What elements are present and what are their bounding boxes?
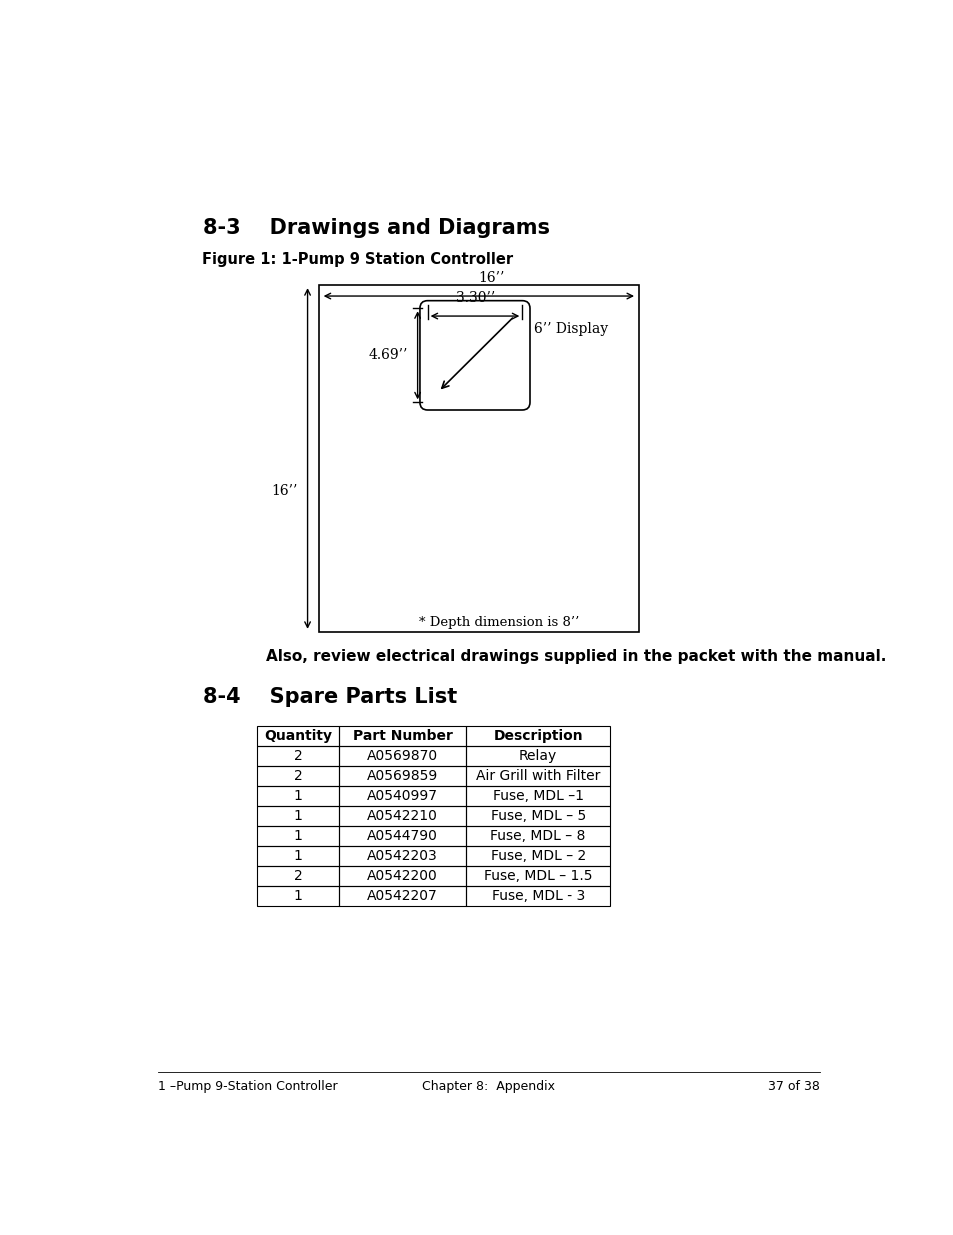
Text: A0542200: A0542200 xyxy=(367,869,437,883)
Bar xyxy=(338,746,466,766)
Bar xyxy=(338,846,466,866)
Bar xyxy=(338,805,466,826)
Bar xyxy=(466,885,609,906)
Text: 6’’ Display: 6’’ Display xyxy=(534,322,607,336)
Bar xyxy=(257,805,338,826)
Text: Fuse, MDL - 3: Fuse, MDL - 3 xyxy=(491,889,584,903)
Text: 1: 1 xyxy=(294,889,302,903)
Text: A0544790: A0544790 xyxy=(367,829,437,842)
Bar xyxy=(257,826,338,846)
Bar xyxy=(466,766,609,785)
Text: Fuse, MDL – 5: Fuse, MDL – 5 xyxy=(490,809,585,823)
Bar xyxy=(257,766,338,785)
Text: 1: 1 xyxy=(294,789,302,803)
Bar xyxy=(257,866,338,885)
Text: Fuse, MDL – 8: Fuse, MDL – 8 xyxy=(490,829,585,842)
Text: 2: 2 xyxy=(294,768,302,783)
Bar xyxy=(466,866,609,885)
Bar xyxy=(338,785,466,805)
Text: * Depth dimension is 8’’: * Depth dimension is 8’’ xyxy=(418,616,578,629)
Text: 16’’: 16’’ xyxy=(271,484,297,498)
Bar xyxy=(466,846,609,866)
Text: 37 of 38: 37 of 38 xyxy=(767,1079,819,1093)
Text: A0542203: A0542203 xyxy=(367,848,437,863)
Text: 2: 2 xyxy=(294,869,302,883)
Text: Part Number: Part Number xyxy=(353,729,452,742)
Bar xyxy=(257,846,338,866)
Text: 3.30’’: 3.30’’ xyxy=(456,291,495,305)
Text: Figure 1: 1-Pump 9 Station Controller: Figure 1: 1-Pump 9 Station Controller xyxy=(202,252,513,267)
Text: 1: 1 xyxy=(294,809,302,823)
Text: Relay: Relay xyxy=(518,748,557,763)
Text: Air Grill with Filter: Air Grill with Filter xyxy=(476,768,599,783)
Text: Also, review electrical drawings supplied in the packet with the manual.: Also, review electrical drawings supplie… xyxy=(266,648,886,663)
Bar xyxy=(338,885,466,906)
Text: Description: Description xyxy=(493,729,582,742)
Text: 2: 2 xyxy=(294,748,302,763)
Text: Fuse, MDL – 2: Fuse, MDL – 2 xyxy=(490,848,585,863)
Text: 1 –Pump 9-Station Controller: 1 –Pump 9-Station Controller xyxy=(158,1079,337,1093)
Text: 8-4    Spare Parts List: 8-4 Spare Parts List xyxy=(203,687,456,708)
Bar xyxy=(466,805,609,826)
Text: 16’’: 16’’ xyxy=(477,272,504,285)
Text: A0542207: A0542207 xyxy=(367,889,437,903)
Bar xyxy=(466,826,609,846)
Text: 1: 1 xyxy=(294,829,302,842)
Text: 8-3    Drawings and Diagrams: 8-3 Drawings and Diagrams xyxy=(203,217,549,237)
Bar xyxy=(338,866,466,885)
Text: 1: 1 xyxy=(294,848,302,863)
Text: A0569859: A0569859 xyxy=(367,768,437,783)
Text: Fuse, MDL –1: Fuse, MDL –1 xyxy=(492,789,583,803)
Bar xyxy=(257,726,338,746)
Text: A0569870: A0569870 xyxy=(367,748,437,763)
Bar xyxy=(466,746,609,766)
Bar xyxy=(466,726,609,746)
Bar xyxy=(338,726,466,746)
Bar xyxy=(319,285,638,632)
Text: Quantity: Quantity xyxy=(264,729,332,742)
Bar xyxy=(257,746,338,766)
Text: A0540997: A0540997 xyxy=(367,789,437,803)
Bar xyxy=(257,785,338,805)
Text: Chapter 8:  Appendix: Chapter 8: Appendix xyxy=(422,1079,555,1093)
Bar xyxy=(338,766,466,785)
Bar xyxy=(257,885,338,906)
Text: A0542210: A0542210 xyxy=(367,809,437,823)
Text: Fuse, MDL – 1.5: Fuse, MDL – 1.5 xyxy=(483,869,592,883)
Bar xyxy=(338,826,466,846)
Bar xyxy=(466,785,609,805)
Text: 4.69’’: 4.69’’ xyxy=(368,348,407,362)
